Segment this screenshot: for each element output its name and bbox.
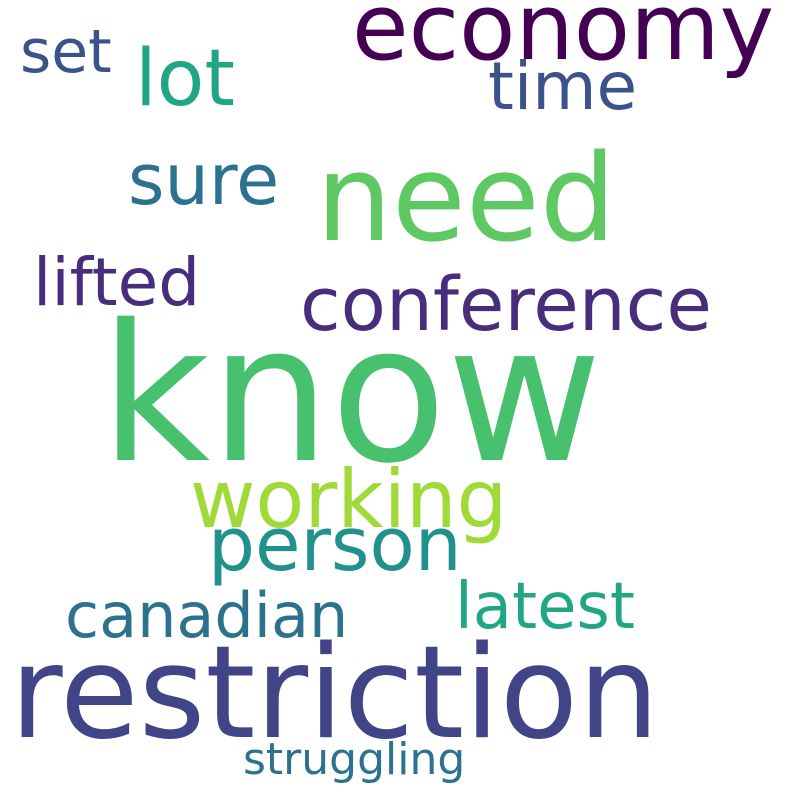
word-working: working <box>190 453 508 546</box>
word-canadian: canadian <box>65 579 349 652</box>
word-sure: sure <box>128 139 280 221</box>
word-need: need <box>316 130 616 269</box>
word-lifted: lifted <box>33 244 201 321</box>
word-economy: economy <box>352 0 775 81</box>
word-person: person <box>208 502 462 588</box>
word-restriction: restriction <box>10 619 660 768</box>
word-latest: latest <box>455 570 635 644</box>
word-time: time <box>488 48 638 125</box>
word-struggling: struggling <box>243 734 466 785</box>
word-know: know <box>100 284 603 505</box>
word-lot: lot <box>135 34 235 124</box>
word-set: set <box>20 17 112 87</box>
word-conference: conference <box>300 262 712 348</box>
